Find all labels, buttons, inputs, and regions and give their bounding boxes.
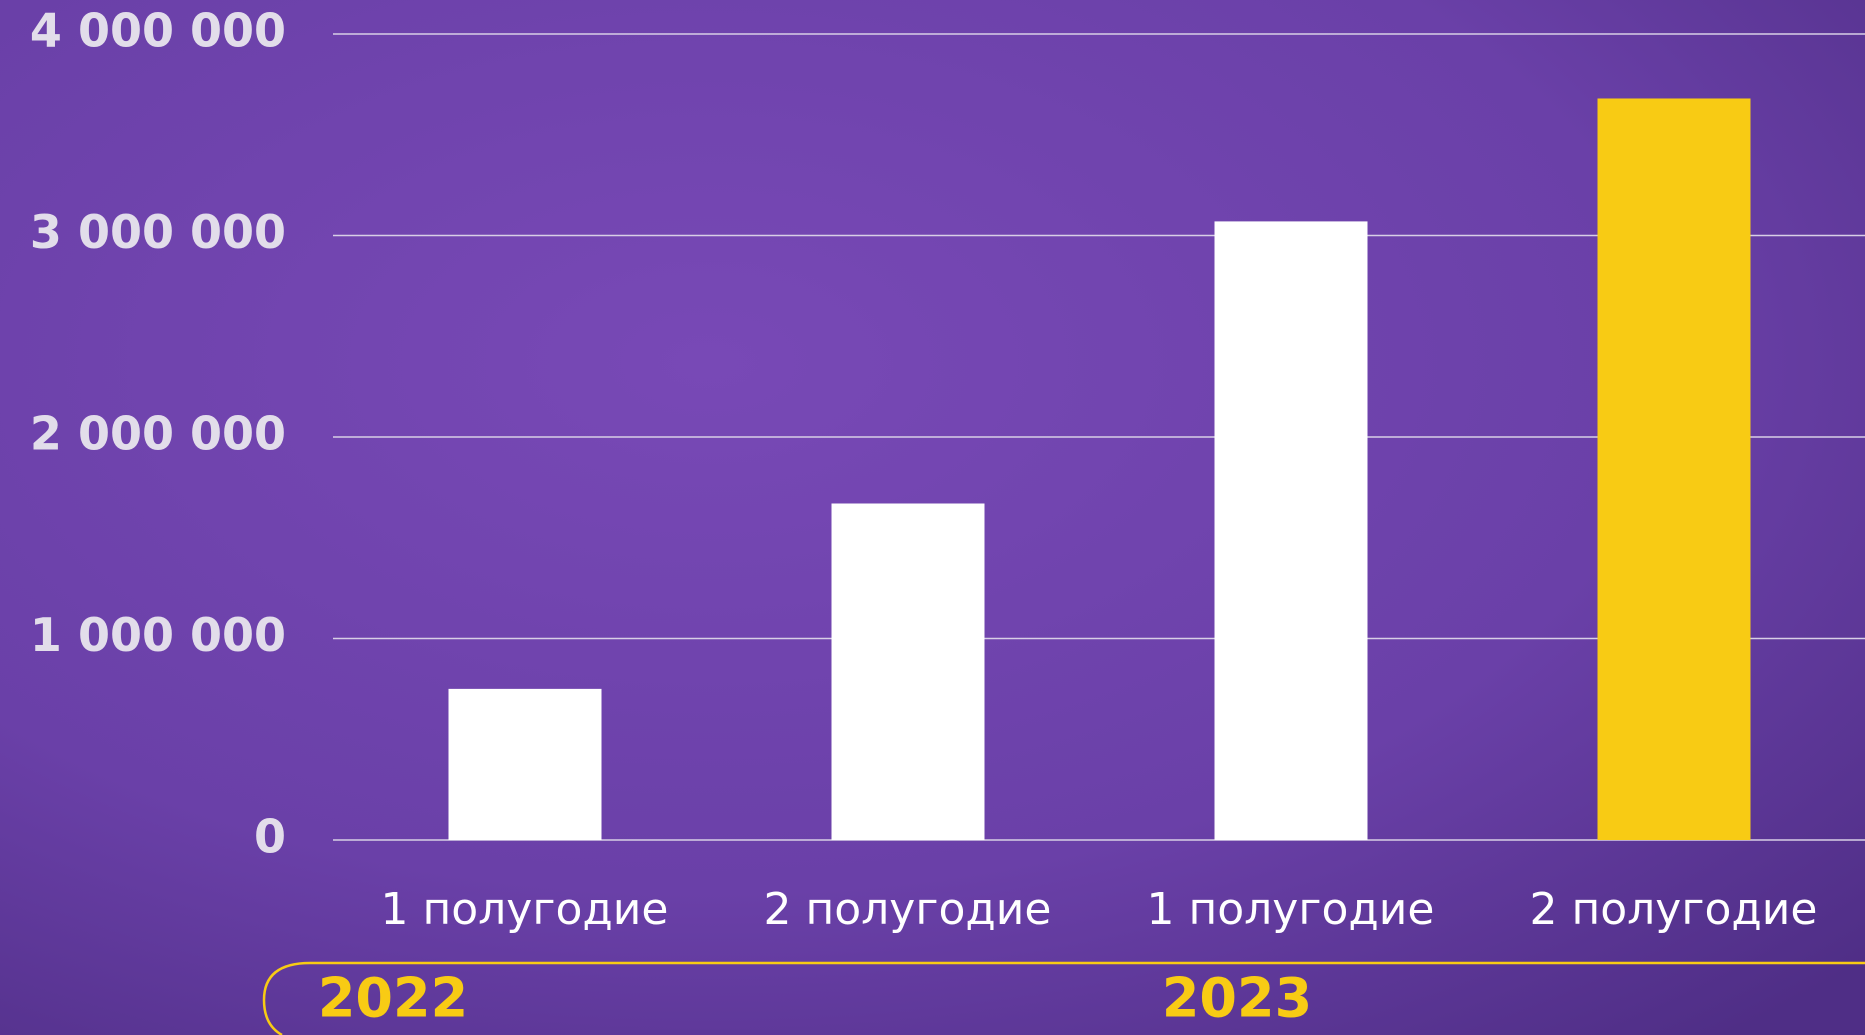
x-tick-label: 2 полугодие — [1530, 884, 1818, 935]
y-tick-label: 0 — [254, 810, 286, 864]
bar — [1214, 221, 1368, 840]
x-tick-label: 1 полугодие — [381, 884, 669, 935]
y-tick-label: 1 000 000 — [30, 608, 286, 662]
bar — [831, 503, 985, 840]
year-bracket — [262, 961, 1865, 1035]
y-tick-label: 3 000 000 — [30, 205, 286, 259]
x-tick-label: 2 полугодие — [764, 884, 1052, 935]
y-tick-label: 4 000 000 — [30, 4, 286, 58]
x-tick-label: 1 полугодие — [1147, 884, 1435, 935]
bar — [448, 688, 602, 840]
bar — [1597, 98, 1751, 841]
year-label: 2023 — [1162, 967, 1312, 1030]
y-tick-label: 2 000 000 — [30, 407, 286, 461]
year-label: 2022 — [318, 967, 468, 1030]
